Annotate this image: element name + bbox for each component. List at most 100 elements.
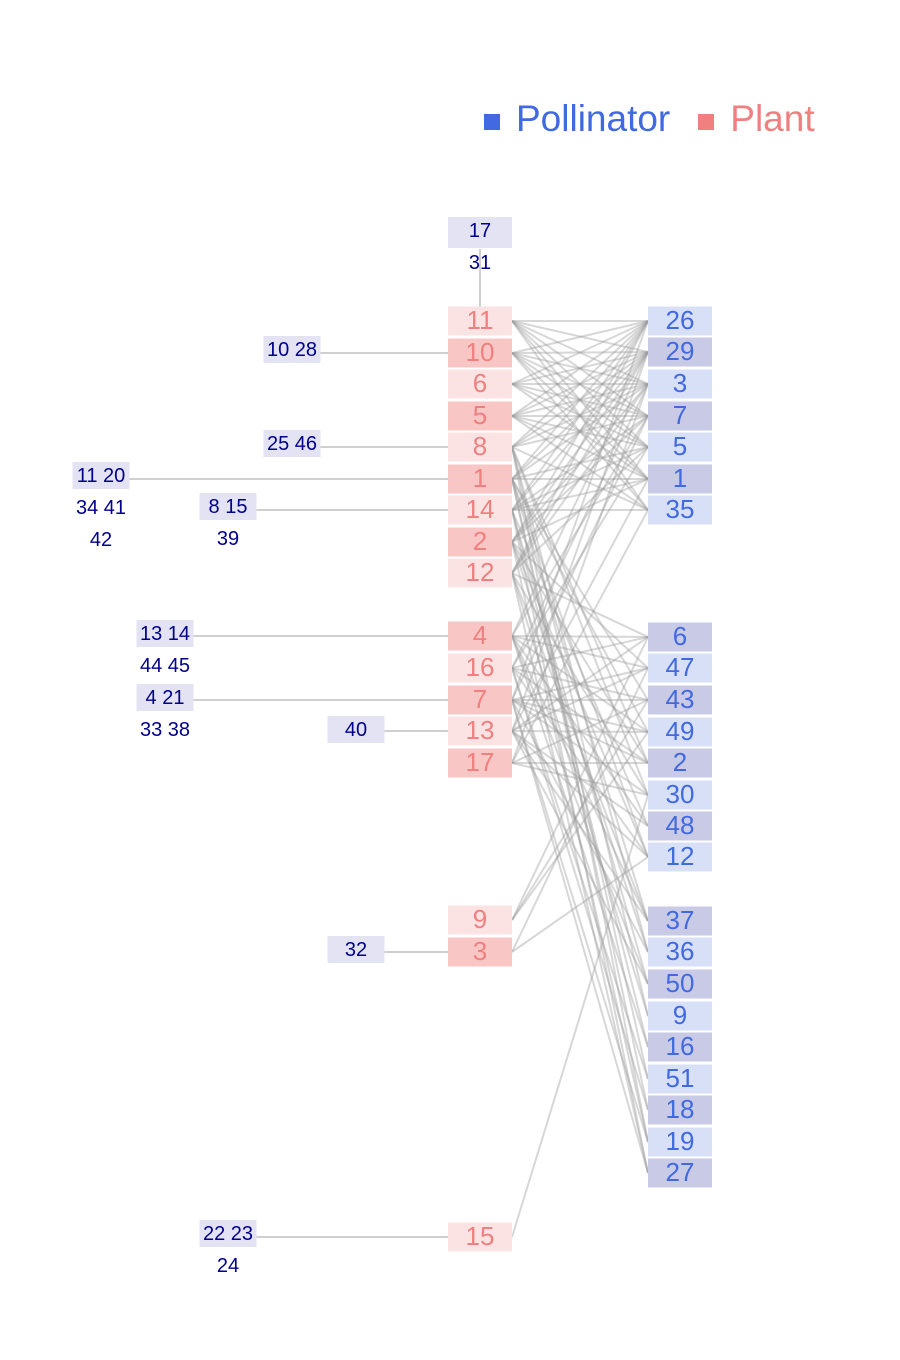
pollinator-node-label: 29: [666, 336, 695, 366]
pollinator-node-box: [648, 401, 712, 431]
interaction-edge: [511, 446, 649, 796]
plant-node-label: 4: [473, 620, 487, 650]
pollinator-node-label: 9: [673, 1000, 687, 1030]
interaction-edge: [511, 320, 649, 574]
pollinator-node-47: 47: [648, 652, 712, 683]
plant-node-2: 2: [448, 526, 512, 557]
plant-node-box: [448, 527, 512, 557]
legend-item-plant: Plant: [698, 98, 815, 140]
specialist-group-1: 11 20 34 41 42: [72, 462, 130, 551]
specialist-group-label: 44 45: [140, 655, 190, 677]
legend-item-pollinator: Pollinator: [484, 98, 670, 140]
interaction-edge: [511, 730, 649, 922]
interaction-edge: [511, 699, 649, 764]
interaction-edge: [511, 320, 649, 480]
specialist-group-label: 34 41: [76, 497, 126, 519]
interaction-edge: [511, 320, 649, 385]
interaction-edge: [511, 762, 649, 796]
interaction-edge: [511, 478, 649, 922]
pollinator-node-12: 12: [648, 841, 712, 872]
specialist-group-label: 13 14: [140, 623, 190, 645]
plant-node-17: 17: [448, 747, 512, 778]
pollinator-node-5: 5: [648, 431, 712, 462]
pollinator-node-box: [648, 1095, 712, 1125]
pollinator-node-box: [648, 717, 712, 747]
plant-node-box: [448, 653, 512, 683]
interaction-edge: [511, 635, 649, 1048]
plant-node-13: 13: [448, 715, 512, 746]
pollinator-node-box: [648, 495, 712, 525]
plant-node-label: 8: [473, 431, 487, 461]
interaction-edge: [511, 478, 649, 543]
plant-node-box: [448, 621, 512, 651]
pollinator-node-30: 30: [648, 779, 712, 810]
pollinator-node-9: 9: [648, 1000, 712, 1031]
pollinator-node-box: [648, 748, 712, 778]
pollinator-node-box: [648, 937, 712, 967]
plant-node-box: [448, 432, 512, 462]
interaction-edge: [511, 415, 649, 448]
interaction-edge: [511, 730, 649, 985]
interaction-edge: [511, 509, 649, 1174]
interaction-edges: [511, 320, 649, 1238]
interaction-edge: [511, 699, 649, 953]
interaction-edge: [511, 699, 649, 1174]
interaction-edge: [511, 541, 649, 764]
pollinator-node-label: 35: [666, 494, 695, 524]
plant-node-box: [448, 369, 512, 399]
interaction-edge: [511, 572, 649, 796]
interaction-edge: [511, 572, 649, 1174]
plant-node-9: 9: [448, 904, 512, 935]
interaction-edge: [511, 351, 649, 480]
interaction-edge: [511, 730, 649, 733]
plant-node-box: [448, 1222, 512, 1252]
specialist-group-box: [199, 493, 257, 520]
plant-node-label: 13: [466, 715, 495, 745]
legend: Pollinator Plant: [484, 98, 843, 140]
pollinator-node-box: [648, 306, 712, 336]
pollinator-node-box: [648, 1127, 712, 1157]
interaction-edge: [511, 446, 649, 764]
specialist-group-label: 10 28: [267, 339, 317, 361]
pollinator-node-35: 35: [648, 494, 712, 525]
interaction-edge: [511, 509, 649, 827]
specialist-group-label: 17: [469, 220, 491, 242]
interaction-edge: [511, 478, 649, 701]
interaction-edge: [511, 635, 649, 733]
interaction-edge: [511, 320, 649, 701]
pollinator-node-box: [648, 622, 712, 652]
specialist-group-label: 40: [345, 719, 367, 741]
plant-node-4: 4: [448, 620, 512, 651]
interaction-edge: [511, 446, 649, 669]
plant-node-14: 14: [448, 494, 512, 525]
interaction-edge: [511, 320, 649, 385]
pollinator-node-label: 2: [673, 747, 687, 777]
interaction-edge: [511, 478, 649, 1080]
interaction-edge: [511, 478, 649, 1111]
specialist-group-box: [263, 336, 321, 363]
plant-node-label: 16: [466, 652, 495, 682]
pollinator-node-29: 29: [648, 336, 712, 367]
interaction-edge: [511, 383, 649, 417]
interaction-edge: [511, 667, 649, 953]
interaction-edge: [511, 351, 649, 417]
interaction-edge: [511, 635, 649, 985]
specialist-group-label: 8 15: [209, 496, 248, 518]
specialist-group-label: 24: [217, 1255, 239, 1277]
specialist-group-label: 11 20: [77, 465, 126, 487]
plant-node-6: 6: [448, 368, 512, 399]
pollinator-node-label: 12: [666, 841, 695, 871]
interaction-edge: [511, 541, 649, 1143]
interaction-edge: [511, 699, 649, 764]
pollinator-node-label: 7: [673, 400, 687, 430]
interaction-edge: [511, 320, 649, 417]
interaction-edge: [511, 352, 649, 448]
pollinator-node-48: 48: [648, 810, 712, 841]
specialist-group-10: 10 28: [263, 336, 321, 363]
interaction-edge: [511, 635, 649, 922]
pollinator-node-43: 43: [648, 684, 712, 715]
pollinator-node-label: 50: [666, 968, 695, 998]
interaction-edge: [511, 446, 649, 953]
interaction-edge: [511, 667, 649, 732]
